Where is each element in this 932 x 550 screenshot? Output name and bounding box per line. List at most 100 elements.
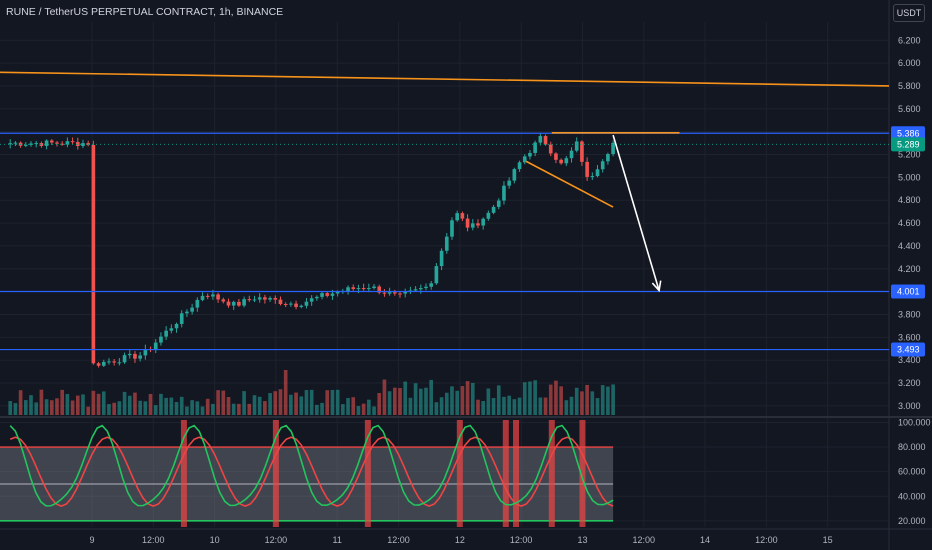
candle xyxy=(273,298,278,300)
volume-bar xyxy=(450,386,454,415)
candle xyxy=(559,159,563,164)
chart-title: RUNE / TetherUS PERPETUAL CONTRACT, 1h, … xyxy=(6,6,284,18)
stoch-signal-bar xyxy=(548,420,555,527)
price-tag-label: 5.386 xyxy=(897,128,920,138)
volume-bar xyxy=(153,405,158,415)
price-tag-label: 3.493 xyxy=(897,345,920,355)
x-tick-label: 12 xyxy=(455,535,465,545)
projection-arrow-shaft[interactable] xyxy=(612,134,660,291)
candle xyxy=(159,336,163,343)
candle xyxy=(403,291,408,294)
candle xyxy=(117,362,122,364)
volume-bar xyxy=(543,397,548,415)
volume-bar xyxy=(325,390,330,415)
price-tag-label: 4.001 xyxy=(897,287,920,297)
candle xyxy=(377,286,382,293)
volume-bar xyxy=(481,401,485,415)
candle xyxy=(538,136,543,143)
candle xyxy=(507,180,511,186)
candle xyxy=(221,299,226,302)
y-tick-label: 3.400 xyxy=(898,355,921,365)
x-tick-label: 12:00 xyxy=(387,535,410,545)
candle xyxy=(127,353,132,356)
volume-bar xyxy=(361,403,366,415)
candle xyxy=(444,236,449,251)
volume-bar xyxy=(133,392,137,415)
volume-bar xyxy=(143,401,148,415)
y-tick-label: 40.000 xyxy=(898,491,926,501)
trendline[interactable] xyxy=(525,160,614,208)
y-tick-label: 20.000 xyxy=(898,516,926,526)
currency-selector-button[interactable]: USDT xyxy=(893,4,925,22)
volume-bar xyxy=(439,397,444,415)
candle xyxy=(216,294,220,300)
candle xyxy=(75,142,80,147)
candle xyxy=(606,154,610,162)
volume-bar xyxy=(538,397,543,415)
y-tick-label: 3.600 xyxy=(898,332,921,342)
candle xyxy=(231,301,236,306)
volume-bar xyxy=(491,398,496,415)
candle xyxy=(486,212,491,219)
volume-bar xyxy=(122,391,127,415)
candle xyxy=(346,287,350,291)
volume-bar xyxy=(554,380,558,415)
candle xyxy=(424,286,428,289)
volume-bar xyxy=(112,402,116,415)
volume-bar xyxy=(44,399,49,415)
candle xyxy=(185,311,189,314)
volume-bar xyxy=(377,393,382,415)
candle xyxy=(512,169,517,181)
candle xyxy=(502,185,506,201)
candle xyxy=(517,162,522,170)
volume-bar xyxy=(148,393,153,415)
candle xyxy=(299,305,304,307)
volume-bar xyxy=(231,403,236,415)
volume-bar xyxy=(70,400,75,415)
volume-bar xyxy=(559,386,563,415)
volume-bar xyxy=(574,387,579,415)
candle xyxy=(211,294,215,297)
candle xyxy=(309,298,314,302)
candle xyxy=(330,293,335,296)
volume-bar xyxy=(252,395,257,415)
candle xyxy=(179,313,184,324)
volume-bar xyxy=(107,404,111,415)
y-tick-label: 3.000 xyxy=(898,401,921,411)
candle xyxy=(574,141,579,151)
candle xyxy=(470,223,475,228)
x-tick-label: 10 xyxy=(210,535,220,545)
volume-bar xyxy=(408,397,413,415)
candle xyxy=(294,303,298,307)
y-tick-label: 5.800 xyxy=(898,81,921,91)
volume-bar xyxy=(341,404,345,415)
candle xyxy=(34,143,39,145)
candle xyxy=(257,297,262,300)
candle xyxy=(8,143,13,145)
stoch-signal-bar xyxy=(180,420,187,527)
trendline[interactable] xyxy=(0,71,890,87)
volume-bar xyxy=(444,392,449,415)
candle xyxy=(107,361,111,363)
y-tick-label: 6.000 xyxy=(898,58,921,68)
y-tick-label: 4.200 xyxy=(898,264,921,274)
volume-bar xyxy=(29,395,33,415)
volume-bar xyxy=(190,400,194,415)
candle xyxy=(460,213,465,219)
candle xyxy=(611,142,615,155)
candle xyxy=(289,303,293,305)
candle xyxy=(476,223,480,226)
volume-bar xyxy=(200,406,205,415)
candle xyxy=(439,250,444,267)
volume-bar xyxy=(257,396,262,415)
projection-arrow-head xyxy=(651,280,662,293)
candle xyxy=(335,291,340,294)
candle xyxy=(455,213,460,221)
candle xyxy=(91,144,96,364)
candle xyxy=(70,141,75,143)
candle xyxy=(315,296,319,299)
volume-bar xyxy=(600,385,605,415)
volume-bar xyxy=(455,390,460,415)
price-tag-label: 5.289 xyxy=(897,139,920,149)
